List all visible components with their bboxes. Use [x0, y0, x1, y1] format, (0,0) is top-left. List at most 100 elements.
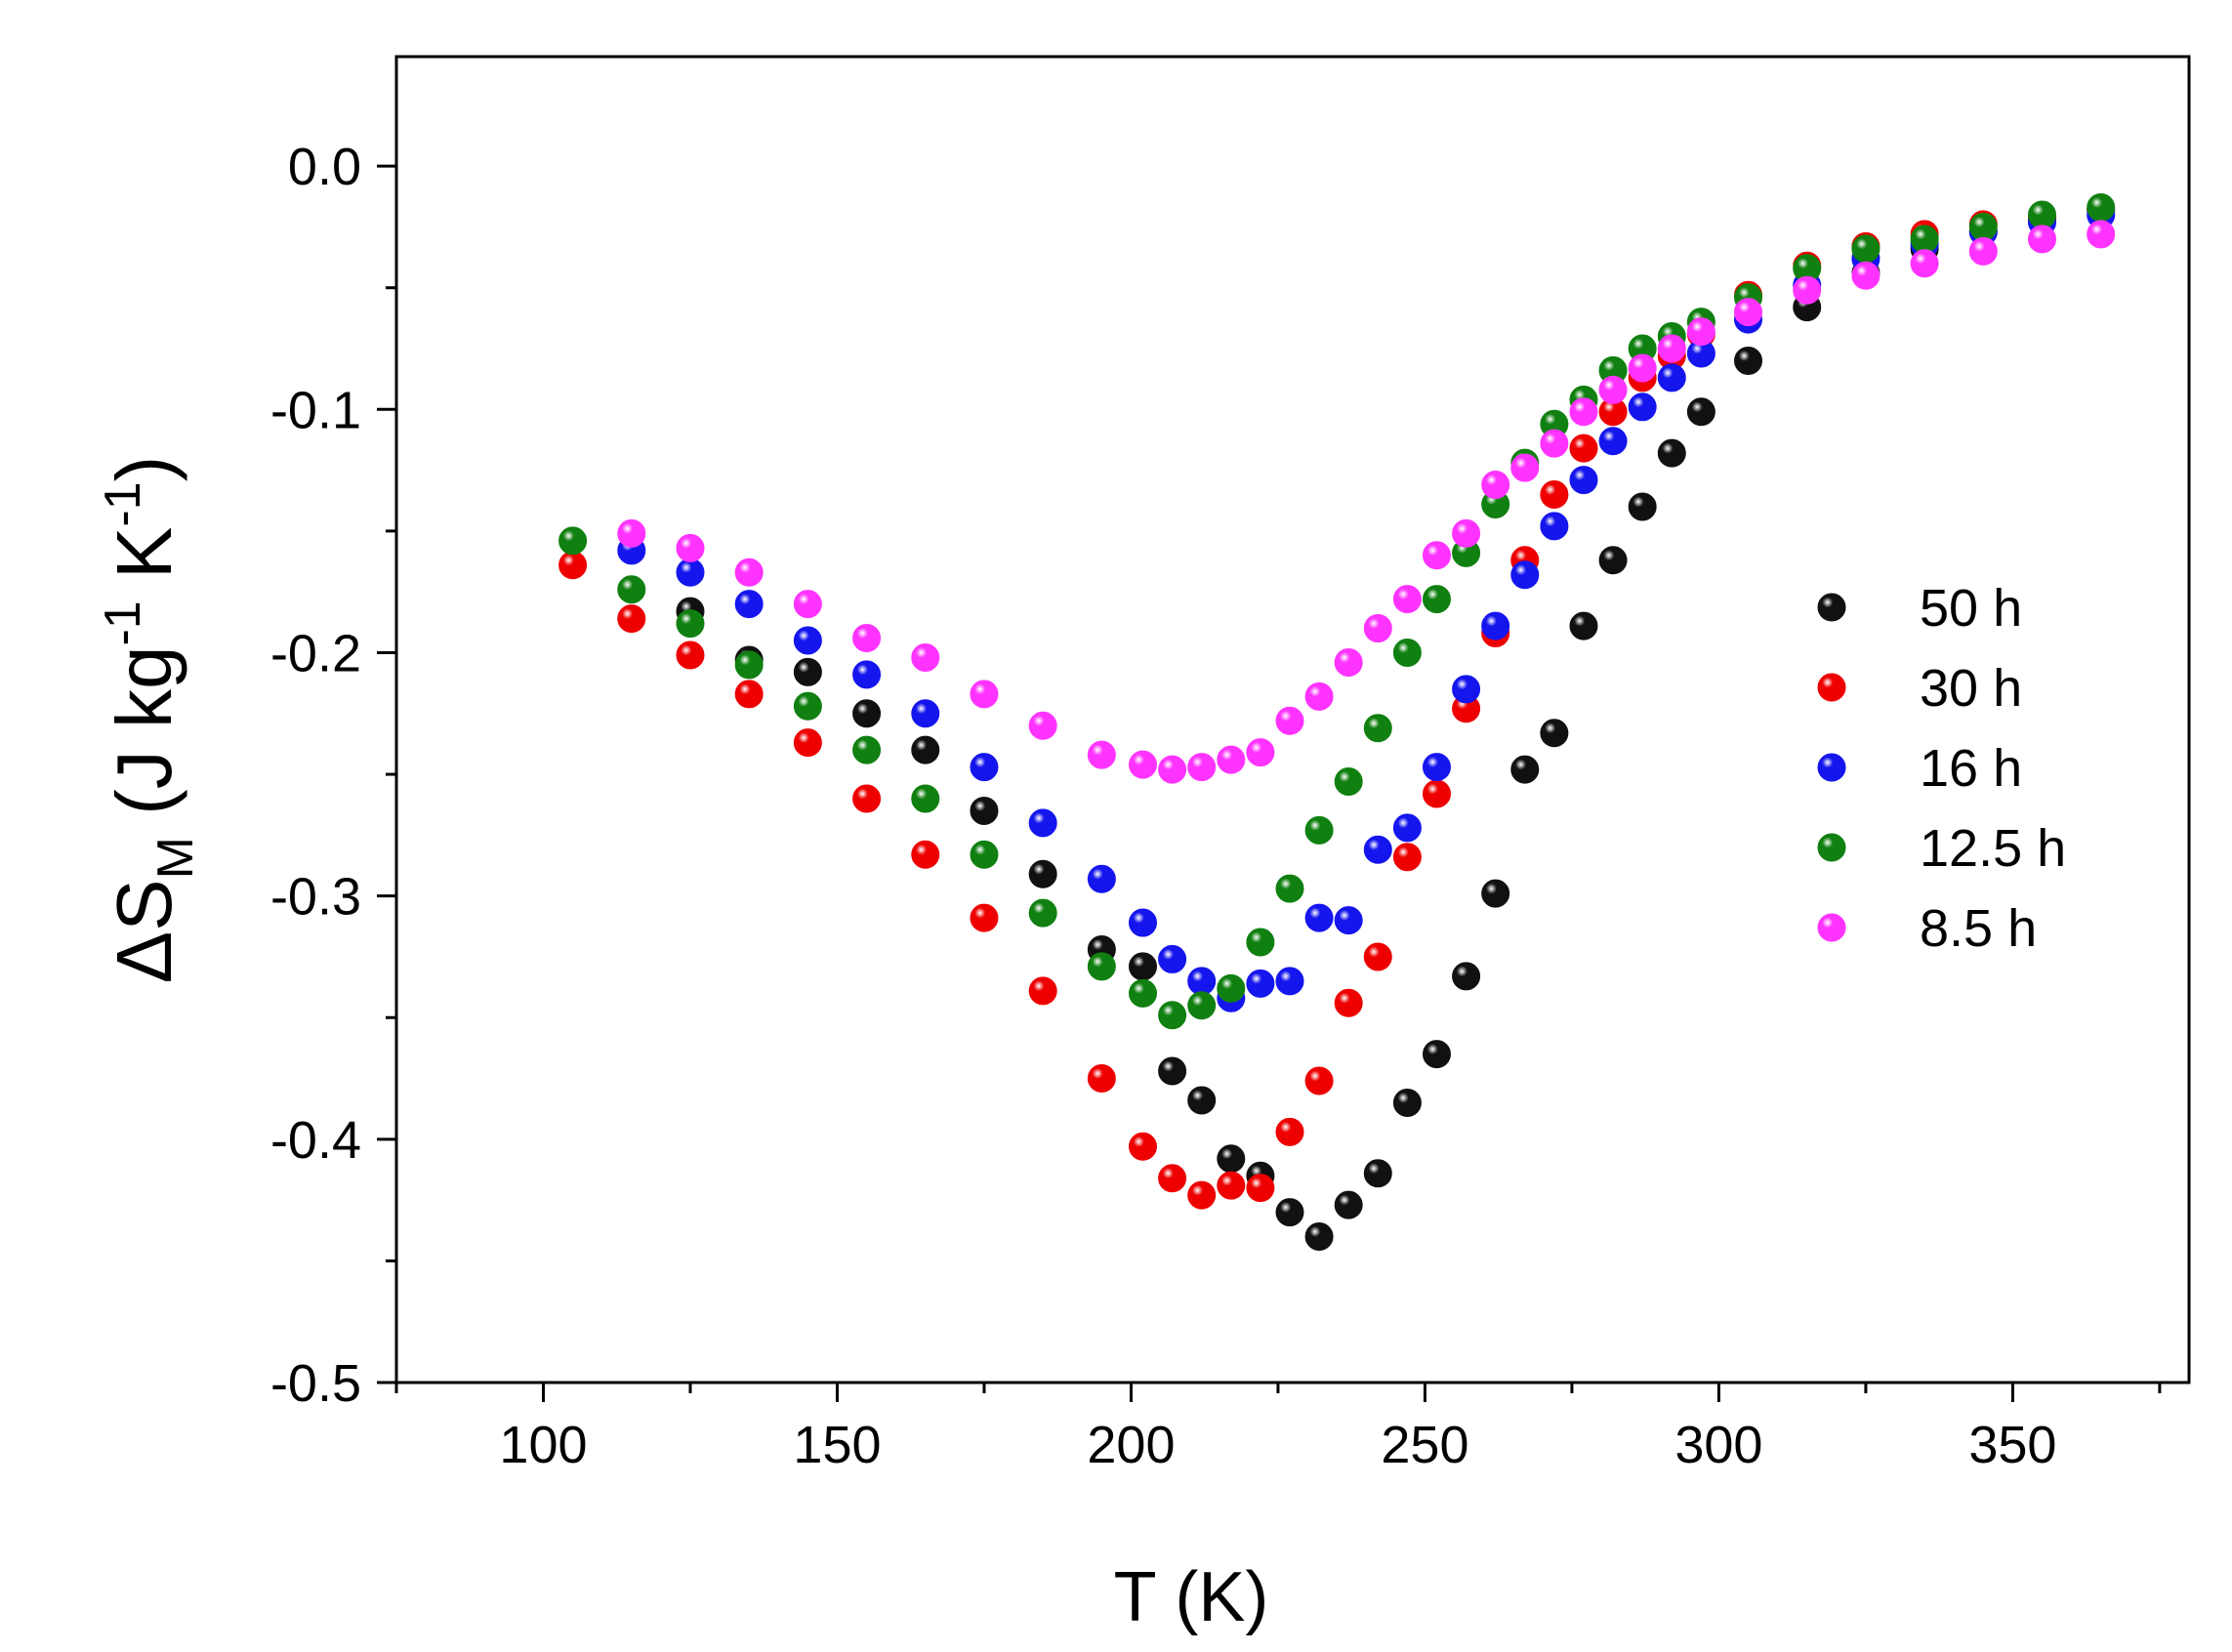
- data-point: [793, 590, 822, 619]
- plot-frame: [394, 55, 2191, 1384]
- y-axis-title-delta: Δ: [101, 931, 187, 983]
- data-point: [1128, 1132, 1157, 1161]
- data-point: [852, 660, 882, 689]
- data-point: [617, 575, 646, 604]
- data-point: [1481, 879, 1510, 908]
- data-point: [1686, 397, 1715, 427]
- data-point: [1087, 1064, 1116, 1094]
- data-point: [911, 642, 940, 672]
- y-axis-title-unit-mid: K: [101, 527, 187, 601]
- data-point: [1334, 1190, 1363, 1219]
- data-point: [1275, 706, 1304, 735]
- legend-marker: [1817, 913, 1846, 942]
- data-point: [1510, 755, 1540, 784]
- data-point: [793, 691, 822, 721]
- data-point: [1540, 480, 1569, 510]
- data-point: [1510, 560, 1540, 590]
- data-point: [1968, 212, 1998, 241]
- data-point: [1686, 317, 1715, 347]
- data-point: [1392, 813, 1422, 843]
- data-point: [1569, 397, 1598, 427]
- x-tick-label: 200: [1087, 1416, 1175, 1474]
- data-point: [1363, 714, 1392, 743]
- data-point: [1304, 681, 1334, 711]
- data-point: [1158, 1056, 1187, 1086]
- data-point: [1334, 767, 1363, 797]
- data-point: [1217, 745, 1246, 774]
- data-point: [1657, 438, 1686, 468]
- legend-label: 16 h: [1920, 739, 2022, 798]
- data-point: [617, 604, 646, 634]
- data-point: [1540, 512, 1569, 541]
- data-point: [1334, 647, 1363, 677]
- data-point: [1304, 903, 1334, 932]
- data-point: [558, 526, 588, 556]
- data-point: [1452, 518, 1481, 548]
- data-point: [1422, 779, 1451, 808]
- data-point: [1392, 585, 1422, 614]
- legend-label: 50 h: [1920, 579, 2022, 638]
- legend-label: 8.5 h: [1920, 899, 2037, 958]
- y-axis: 0.0 -0.1 -0.2 -0.3 -0.4 -0.5: [270, 138, 396, 1413]
- data-point: [1028, 711, 1057, 740]
- data-point: [1087, 864, 1116, 893]
- data-point: [676, 640, 705, 670]
- y-tick-label: 0.0: [288, 138, 361, 196]
- data-point: [1028, 808, 1057, 838]
- y-tick-label: -0.1: [270, 381, 361, 439]
- data-point: [1334, 906, 1363, 935]
- data-point: [2087, 192, 2116, 222]
- x-axis: 100 150 200 250 300 350: [394, 1383, 2162, 1474]
- data-point: [1246, 738, 1275, 767]
- data-point: [852, 784, 882, 813]
- data-point: [734, 590, 764, 619]
- legend-label: 30 h: [1920, 659, 2022, 718]
- data-point: [1275, 1117, 1304, 1146]
- data-point: [1657, 363, 1686, 392]
- data-point: [1422, 753, 1451, 782]
- data-points: [558, 192, 2116, 1251]
- y-tick-label: -0.3: [270, 868, 361, 927]
- data-point: [1392, 638, 1422, 667]
- legend: 50 h 30 h 16 h 12.5 h 8.5 h: [1817, 579, 2066, 958]
- data-point: [1158, 755, 1187, 784]
- data-point: [1128, 978, 1157, 1008]
- data-point: [1910, 225, 1939, 254]
- data-point: [911, 735, 940, 764]
- data-point: [1422, 585, 1451, 614]
- y-axis-title-superscript-2: -1: [95, 481, 151, 526]
- data-point: [1452, 962, 1481, 991]
- data-point: [1304, 1066, 1334, 1095]
- data-point: [1128, 908, 1157, 937]
- y-axis-title-unit-open: (J kg: [101, 646, 187, 838]
- data-point: [1304, 815, 1334, 845]
- data-point: [617, 518, 646, 548]
- data-point: [970, 680, 999, 709]
- y-tick-label: -0.5: [270, 1354, 361, 1413]
- data-point: [970, 840, 999, 869]
- data-point: [1363, 1159, 1392, 1188]
- data-point: [1128, 750, 1157, 779]
- data-point: [1628, 353, 1657, 383]
- data-point: [970, 753, 999, 782]
- x-tick-label: 300: [1674, 1416, 1762, 1474]
- legend-marker: [1817, 593, 1846, 622]
- data-point: [2028, 200, 2057, 229]
- data-point: [1187, 1086, 1217, 1115]
- data-point: [1569, 466, 1598, 495]
- legend-marker: [1817, 753, 1846, 782]
- legend-label: 12.5 h: [1920, 819, 2066, 878]
- data-point: [793, 626, 822, 655]
- data-point: [1422, 541, 1451, 570]
- data-point: [1569, 434, 1598, 463]
- series-50-h: [676, 195, 2116, 1251]
- data-point: [1275, 874, 1304, 903]
- data-point: [1246, 928, 1275, 957]
- data-point: [1217, 1171, 1246, 1200]
- x-tick-label: 250: [1381, 1416, 1468, 1474]
- y-tick-label: -0.4: [270, 1111, 361, 1170]
- data-point: [1540, 719, 1569, 748]
- y-tick-label: -0.2: [270, 624, 361, 682]
- legend-marker: [1817, 833, 1846, 862]
